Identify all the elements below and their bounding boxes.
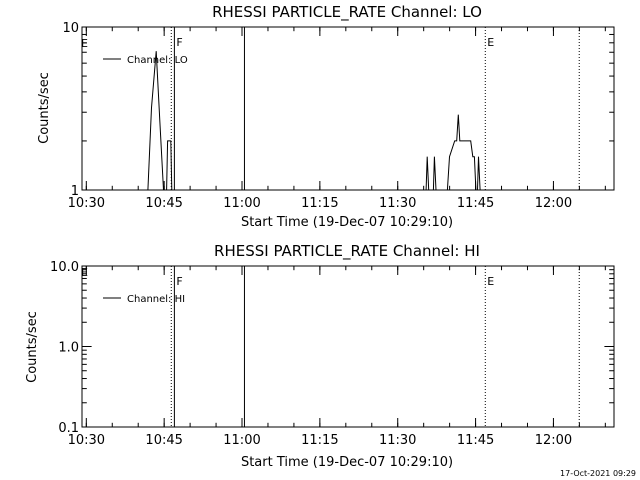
x-tick-label: 11:00 xyxy=(223,196,260,211)
x-tick-label: 12:00 xyxy=(535,196,572,211)
y-tick-label: 1.0 xyxy=(58,341,79,356)
y-tick-label: 0.1 xyxy=(58,421,79,436)
legend-label: Channel: LO xyxy=(127,55,188,66)
corner-label: E xyxy=(81,266,88,279)
x-tick-label: 11:45 xyxy=(457,433,494,448)
x-axis-label: Start Time (19-Dec-07 10:29:10) xyxy=(241,215,453,230)
x-tick-label: 11:30 xyxy=(379,433,416,448)
x-tick-label: 11:15 xyxy=(301,196,338,211)
y-tick-label: 1 xyxy=(71,184,79,199)
x-tick-label: 10:45 xyxy=(145,196,182,211)
y-tick-label: 10 xyxy=(62,21,79,36)
marker-label: E xyxy=(487,275,494,288)
panel-title: RHESSI PARTICLE_RATE Channel: LO xyxy=(212,3,482,22)
x-tick-label: 11:15 xyxy=(301,433,338,448)
x-tick-label: 11:45 xyxy=(457,196,494,211)
panel-title: RHESSI PARTICLE_RATE Channel: HI xyxy=(214,242,480,261)
y-axis-label: Counts/sec xyxy=(25,311,40,383)
corner-label: E xyxy=(81,37,88,50)
x-tick-label: 10:30 xyxy=(68,196,105,211)
marker-label: E xyxy=(487,36,494,49)
x-tick-label: 11:00 xyxy=(223,433,260,448)
y-axis-label: Counts/sec xyxy=(37,72,52,144)
x-axis-label: Start Time (19-Dec-07 10:29:10) xyxy=(241,455,453,470)
series-line xyxy=(147,51,481,191)
x-tick-label: 12:00 xyxy=(535,433,572,448)
y-tick-label: 10.0 xyxy=(50,260,79,275)
panel-hi: RHESSI PARTICLE_RATE Channel: HI Start T… xyxy=(25,242,615,470)
panel-lo: RHESSI PARTICLE_RATE Channel: LO Start T… xyxy=(37,3,615,230)
legend-label: Channel: HI xyxy=(127,294,185,305)
marker-label: F xyxy=(176,36,182,49)
x-tick-label: 10:30 xyxy=(68,433,105,448)
x-tick-label: 11:30 xyxy=(379,196,416,211)
x-tick-label: 10:45 xyxy=(145,433,182,448)
marker-label: F xyxy=(176,275,182,288)
footer-timestamp: 17-Oct-2021 09:29 xyxy=(560,469,636,478)
